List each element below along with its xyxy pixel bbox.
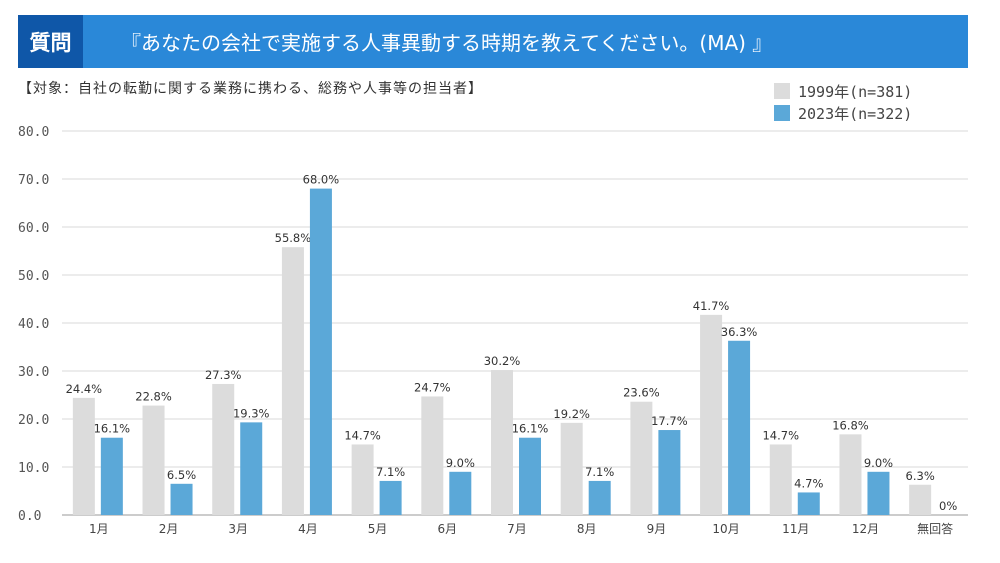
y-tick-label: 0.0: [18, 509, 41, 524]
x-tick-label: 無回答: [917, 521, 953, 536]
bar-1999: [142, 405, 165, 515]
y-tick-label: 40.0: [18, 317, 49, 332]
data-label: 19.3%: [233, 406, 270, 420]
data-label: 24.7%: [414, 380, 451, 394]
bar-2023: [240, 422, 263, 515]
bar-1999: [212, 383, 235, 515]
legend-item-2023: 2023年(n=322): [774, 102, 912, 124]
data-label: 0%: [939, 499, 957, 513]
x-tick-label: 11月: [782, 522, 809, 536]
bar-2023: [519, 437, 541, 515]
x-tick-label: 12月: [852, 522, 879, 536]
data-label: 7.1%: [376, 465, 405, 479]
data-label: 14.7%: [344, 428, 381, 442]
data-label: 68.0%: [303, 173, 340, 187]
bar-1999: [700, 314, 723, 515]
bar-2023: [170, 483, 193, 515]
data-label: 9.0%: [864, 456, 893, 470]
data-label: 16.1%: [94, 422, 131, 436]
bar-1999: [839, 434, 862, 515]
question-header: 質問 『あなたの会社で実施する人事異動する時期を教えてください。(MA) 』: [18, 15, 968, 68]
bar-1999: [351, 444, 374, 515]
data-label: 36.3%: [721, 325, 758, 339]
x-tick-label: 2月: [159, 522, 179, 536]
bar-2023: [309, 188, 332, 515]
x-tick-label: 3月: [228, 522, 248, 536]
bar-1999: [72, 397, 95, 515]
y-tick-label: 10.0: [18, 461, 49, 476]
x-tick-label: 6月: [437, 522, 457, 536]
legend-label-1999: 1999年(n=381): [798, 82, 913, 101]
bar-1999: [909, 484, 932, 515]
x-tick-label: 10月: [712, 522, 739, 536]
bar-1999: [630, 401, 653, 515]
data-label: 14.7%: [762, 428, 799, 442]
data-label: 55.8%: [275, 231, 312, 245]
x-tick-label: 7月: [507, 522, 527, 536]
data-label: 30.2%: [484, 354, 521, 368]
data-label: 7.1%: [585, 465, 614, 479]
question-title: 『あなたの会社で実施する人事異動する時期を教えてください。(MA) 』: [121, 31, 773, 55]
bar-2023: [728, 340, 751, 515]
y-tick-label: 30.0: [18, 365, 49, 380]
bar-1999: [491, 370, 513, 515]
legend-item-1999: 1999年(n=381): [774, 80, 912, 102]
data-label: 23.6%: [623, 386, 660, 400]
data-label: 16.1%: [512, 422, 549, 436]
bar-2023: [588, 480, 611, 515]
data-label: 27.3%: [205, 368, 242, 382]
legend: 1999年(n=381) 2023年(n=322): [774, 80, 912, 124]
bar-1999: [560, 422, 583, 515]
target-subtitle: 【対象：自社の転勤に関する業務に携わる、総務や人事等の担当者】: [18, 81, 483, 97]
data-label: 19.2%: [553, 407, 590, 421]
bar-2023: [658, 430, 681, 515]
data-label: 17.7%: [651, 414, 688, 428]
bar-1999: [281, 247, 304, 515]
data-label: 9.0%: [446, 456, 475, 470]
data-label: 22.8%: [135, 390, 172, 404]
bar-1999: [421, 396, 444, 515]
y-tick-label: 20.0: [18, 413, 49, 428]
data-label: 16.8%: [832, 418, 869, 432]
bar-2023: [100, 437, 123, 515]
y-tick-label: 70.0: [18, 173, 49, 188]
data-label: 4.7%: [794, 476, 823, 490]
data-label: 6.5%: [167, 468, 196, 482]
bar-2023: [449, 471, 472, 515]
legend-swatch-1999: [774, 83, 790, 99]
data-label: 41.7%: [693, 299, 730, 313]
data-label: 6.3%: [906, 469, 935, 483]
bar-2023: [379, 480, 402, 515]
bar-2023: [797, 492, 820, 515]
y-tick-label: 80.0: [18, 125, 49, 140]
x-tick-label: 5月: [368, 522, 388, 536]
x-tick-label: 4月: [298, 522, 318, 536]
bar-1999: [769, 444, 792, 515]
bar-2023: [867, 471, 890, 515]
legend-label-2023: 2023年(n=322): [798, 104, 913, 123]
y-tick-label: 50.0: [18, 269, 49, 284]
x-tick-label: 1月: [89, 522, 109, 536]
question-badge: 質問: [18, 15, 83, 68]
y-tick-label: 60.0: [18, 221, 49, 236]
x-tick-label: 8月: [577, 522, 597, 536]
x-tick-label: 9月: [647, 522, 667, 536]
data-label: 24.4%: [66, 382, 103, 396]
legend-swatch-2023: [774, 105, 790, 121]
